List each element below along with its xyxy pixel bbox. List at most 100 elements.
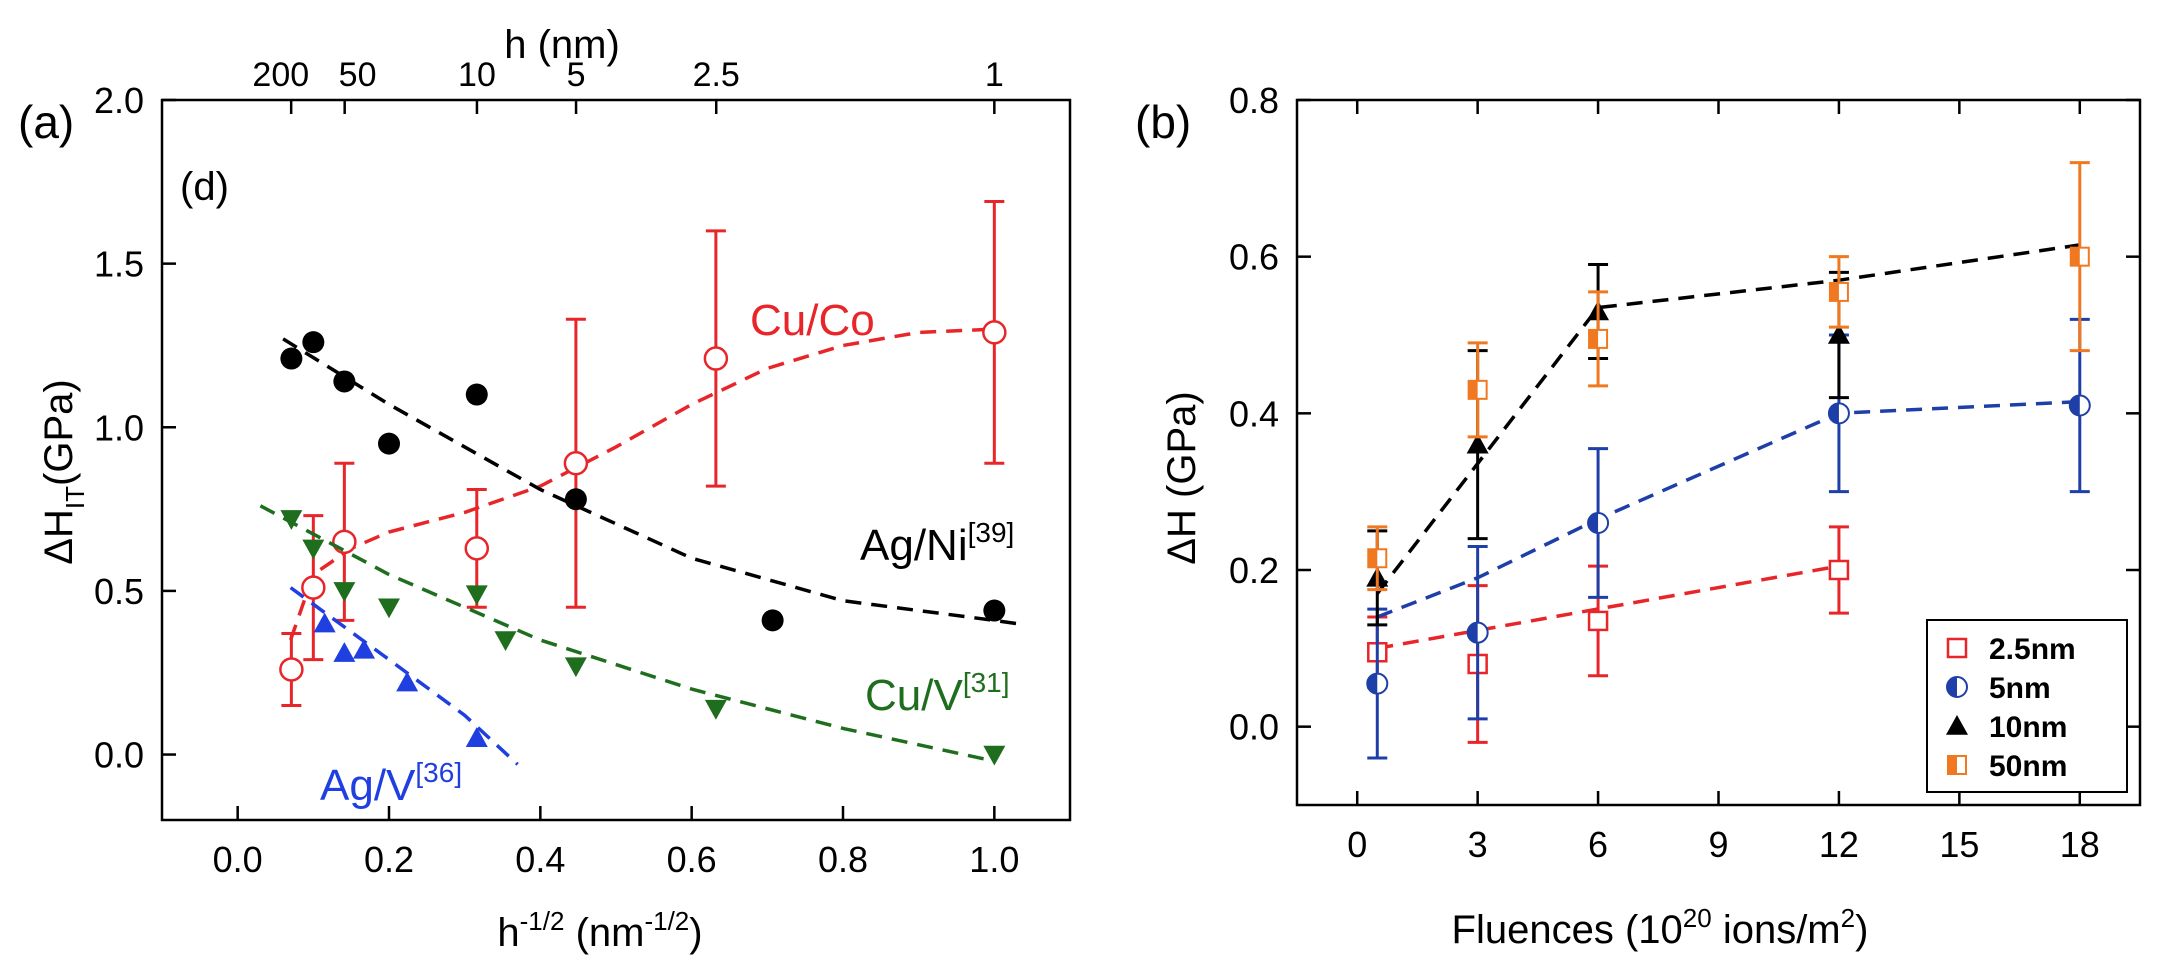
panel-b-data-point bbox=[1587, 512, 1610, 534]
panel-b-data-point bbox=[1467, 379, 1488, 400]
panel-a-data-point bbox=[494, 631, 517, 651]
panel-a-series-ag-v bbox=[289, 586, 519, 766]
panel-a-data-point bbox=[464, 536, 490, 561]
panel-a-data-point bbox=[761, 609, 784, 632]
panel-b-legend-marker bbox=[1947, 755, 1967, 775]
panel-a-data-point bbox=[564, 657, 587, 678]
panel-b-y-tick-label: 0.0 bbox=[1229, 707, 1279, 748]
panel-a-series-label: Ag/Ni[39] bbox=[860, 517, 1014, 570]
panel-a-data-point bbox=[313, 612, 336, 633]
panel-b-y-axis-label: ΔH (GPa) bbox=[1160, 391, 1204, 564]
panel-b-legend-label: 5nm bbox=[1989, 672, 2051, 705]
panel-a-y-tick-label: 1.5 bbox=[94, 244, 144, 285]
panel-b-x-tick-label: 18 bbox=[2060, 824, 2100, 865]
panel-b-legend-label: 50nm bbox=[1989, 750, 2067, 783]
panel-a-y-axis-label: ΔHIT(GPa) bbox=[37, 379, 90, 564]
panel-b-data-point bbox=[1827, 402, 1850, 425]
panel-b-legend-marker-fill bbox=[1947, 677, 1957, 697]
panel-b-series-10nm bbox=[1366, 243, 2081, 627]
panel-a-series-label-ref: [36] bbox=[415, 757, 462, 788]
panel-b-legend-marker bbox=[1946, 715, 1968, 735]
panel-a-top-tick-label: 200 bbox=[252, 56, 309, 94]
panel-a-x-tick-label: 0.8 bbox=[818, 839, 868, 880]
panel-a-data-point bbox=[332, 529, 357, 555]
panel-a-fit-line bbox=[259, 504, 995, 763]
panel-b-data-point bbox=[1366, 672, 1389, 695]
panel-a-data-point bbox=[703, 346, 729, 371]
panel-a-data-point bbox=[465, 383, 488, 406]
panel-b-y-tick-label: 0.4 bbox=[1229, 393, 1279, 434]
panel-a-frame bbox=[160, 98, 1072, 822]
panel-a-data-point bbox=[563, 451, 589, 476]
panel-b-data-point bbox=[2068, 394, 2091, 417]
panel-a-data-point bbox=[279, 657, 304, 682]
panel-b-series-50nm bbox=[1367, 161, 2090, 592]
panel-a-top-axis-label: h (nm) bbox=[504, 23, 620, 67]
panel-b-data-point-fill bbox=[1589, 329, 1599, 348]
panel-a-series-label-name: Cu/Co bbox=[750, 296, 875, 345]
panel-a-series-label-name: Ag/Ni bbox=[860, 521, 968, 570]
panel-a-series-label: Cu/V[31] bbox=[865, 667, 1010, 720]
panel-a-y-tick-label: 0.5 bbox=[94, 571, 144, 612]
panel-a-y-tick-label: 2.0 bbox=[94, 80, 144, 121]
panel-b-series-2-5nm bbox=[1367, 525, 1850, 744]
panel-a-data-point bbox=[302, 539, 325, 560]
panel-a-series-label-name: Ag/V bbox=[320, 761, 416, 810]
panel-a-data-point bbox=[465, 585, 488, 606]
panel-a-series-label-ref: [31] bbox=[963, 667, 1010, 698]
panel-b-x-tick-label: 12 bbox=[1819, 824, 1859, 865]
panel-b-data-point bbox=[1827, 324, 1850, 344]
panel-a-series-label: Ag/V[36] bbox=[320, 757, 462, 810]
panel-a-x-tick-label: 0.6 bbox=[667, 839, 717, 880]
panel-b-data-point bbox=[1466, 433, 1489, 454]
panel-b-x-tick-label: 0 bbox=[1347, 824, 1367, 865]
panel-b-data-point-fill bbox=[1368, 549, 1378, 568]
panel-a-fit-line bbox=[282, 337, 1018, 626]
panel-a-y-tick-label: 0.0 bbox=[94, 735, 144, 776]
panel-a-data-point bbox=[983, 599, 1006, 622]
panel-b-y-tick-label: 0.8 bbox=[1229, 80, 1279, 121]
panel-b-y-tick-label: 0.6 bbox=[1229, 237, 1279, 278]
panel-a-data-point bbox=[333, 582, 356, 602]
panel-b-data-point bbox=[1588, 328, 1609, 349]
panel-a-data-point bbox=[982, 320, 1007, 345]
panel-b-data-point-fill bbox=[1828, 403, 1839, 424]
panel-a-fit-line bbox=[289, 586, 519, 766]
panel-a-data-point bbox=[378, 598, 400, 619]
panel-b-data-point bbox=[1828, 281, 1849, 302]
panel-b-legend-label: 2.5nm bbox=[1989, 633, 2076, 666]
panel-b-data-point bbox=[1828, 559, 1850, 581]
panel-a-data-point bbox=[564, 488, 587, 511]
panel-a-series-label: Cu/Co bbox=[750, 296, 875, 345]
panel-a-data-point bbox=[465, 727, 488, 747]
panel-a-data-point bbox=[280, 510, 303, 530]
panel-b-data-point-fill bbox=[1468, 380, 1478, 399]
panel-b-label: (b) bbox=[1135, 96, 1191, 148]
panel-b-legend: 2.5nm 5nm 10nm 50nm bbox=[1926, 619, 2128, 793]
panel-a-x-axis-label: h-1/2 (nm-1/2) bbox=[497, 906, 702, 955]
panel-b-data-point bbox=[1367, 548, 1388, 569]
panel-b-data-point-fill bbox=[2070, 247, 2080, 266]
panel-a-fit-line bbox=[288, 327, 995, 641]
panel-a-x-tick-label: 0.0 bbox=[213, 839, 263, 880]
panel-b-data-point bbox=[1587, 610, 1609, 632]
panel-b-x-tick-label: 15 bbox=[1939, 824, 1979, 865]
panel-a-series-label-ref: [39] bbox=[968, 517, 1015, 548]
panel-a-data-point bbox=[396, 671, 419, 692]
panel-b-x-axis-label: Fluences (1020 ions/m2) bbox=[1452, 903, 1869, 952]
panel-a-y-tick-label: 1.0 bbox=[94, 407, 144, 448]
panel-a-inset-label: (d) bbox=[180, 165, 229, 209]
panel-a-x-tick-label: 0.2 bbox=[364, 839, 414, 880]
panel-b-fit-line bbox=[1376, 564, 1840, 651]
panel-b-legend-label: 10nm bbox=[1989, 711, 2067, 744]
panel-a-series-cu-v bbox=[259, 504, 1006, 766]
panel-b-data-point bbox=[2069, 246, 2090, 267]
panel-b-data-point bbox=[1466, 621, 1489, 644]
panel-a-data-point bbox=[378, 432, 400, 455]
panel-b-plot: 0 3 6 9 12 15 18 0.0 0.2 0.4 0.6 0.8 2.5nm 5nm 10nm 50n… bbox=[1229, 80, 2142, 865]
panel-a-x-tick-label: 0.4 bbox=[515, 839, 565, 880]
panel-a-label: (a) bbox=[18, 96, 74, 148]
panel-b-data-point-fill bbox=[1829, 282, 1839, 301]
panel-b-y-tick-label: 0.2 bbox=[1229, 550, 1279, 591]
